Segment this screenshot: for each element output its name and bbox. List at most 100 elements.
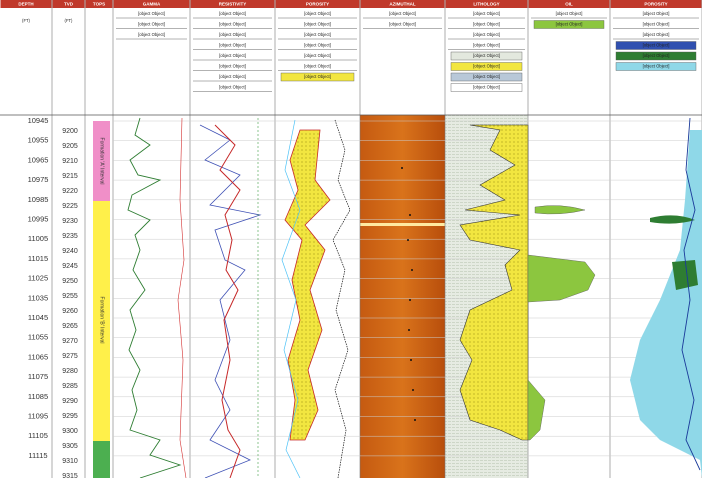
track-title: TVD bbox=[64, 2, 74, 7]
tvd-label: 9270 bbox=[62, 338, 78, 345]
track-header-bar bbox=[85, 0, 113, 8]
track-title: LITHOLOGY bbox=[473, 2, 499, 7]
neutron-curve bbox=[281, 119, 301, 478]
legend-swatch bbox=[450, 72, 523, 82]
tvd-label: 9305 bbox=[62, 443, 78, 450]
depth-label: 11055 bbox=[28, 333, 48, 342]
track-title: POROSITY bbox=[644, 2, 667, 7]
tvd-label: 9200 bbox=[62, 128, 78, 135]
tvd-label: 9235 bbox=[62, 233, 78, 240]
legend-entry: [object Object] bbox=[643, 43, 670, 48]
top-zone bbox=[93, 201, 110, 441]
tvd-label: 9220 bbox=[62, 188, 78, 195]
legend-entry: [object Object] bbox=[304, 74, 331, 79]
legend-entry: [object Object] bbox=[643, 11, 670, 16]
depth-label: 11045 bbox=[28, 313, 48, 322]
rop-curve bbox=[177, 117, 187, 478]
track-title: OIL bbox=[565, 2, 573, 7]
track-title: TOPS bbox=[93, 2, 105, 7]
density-curve bbox=[332, 119, 351, 478]
sand-fill bbox=[459, 124, 529, 441]
tvd-label: 9310 bbox=[62, 458, 78, 465]
track-header-bar bbox=[610, 0, 702, 8]
oil-fill bbox=[534, 205, 586, 215]
legend-entry: [object Object] bbox=[219, 32, 246, 37]
oil-fill bbox=[672, 260, 698, 290]
tvd-label: 9245 bbox=[62, 263, 78, 270]
depth-label: 10955 bbox=[28, 136, 49, 145]
legend-entry: [object Object] bbox=[219, 22, 246, 27]
legend-entry: [object Object] bbox=[304, 43, 331, 48]
top-label: Formation 'A' Interval bbox=[99, 138, 105, 185]
legend-entry: [object Object] bbox=[389, 11, 416, 16]
image-track bbox=[360, 115, 445, 478]
depth-label: 11065 bbox=[28, 352, 48, 361]
legend-entry: [object Object] bbox=[304, 64, 331, 69]
image-streak bbox=[360, 223, 445, 226]
resist-curve bbox=[199, 124, 262, 478]
legend-entry: [object Object] bbox=[473, 53, 500, 58]
oil-fill bbox=[527, 254, 596, 303]
legend-swatch bbox=[615, 51, 697, 61]
legend-entry: [object Object] bbox=[138, 22, 165, 27]
legend-entry: [object Object] bbox=[473, 64, 500, 69]
tvd-label: 9315 bbox=[62, 473, 78, 478]
legend-entry: [object Object] bbox=[643, 22, 670, 27]
track-header-bar bbox=[275, 0, 360, 8]
plot-bg bbox=[0, 115, 702, 478]
track-header-bar bbox=[360, 0, 445, 8]
legend-entry: [object Object] bbox=[304, 11, 331, 16]
tvd-label: 9225 bbox=[62, 203, 78, 210]
depth-label: 11005 bbox=[28, 234, 48, 243]
legend-entry: [object Object] bbox=[219, 53, 246, 58]
track-header-bar bbox=[445, 0, 528, 8]
tvd-label: 9205 bbox=[62, 143, 78, 150]
tvd-label: 9240 bbox=[62, 248, 78, 255]
phit-curve bbox=[681, 117, 701, 471]
tvd-label: 9210 bbox=[62, 158, 78, 165]
oil-fill bbox=[527, 379, 546, 441]
legend-entry: [object Object] bbox=[219, 74, 246, 79]
legend-entry: [object Object] bbox=[473, 22, 500, 27]
top-zone bbox=[93, 121, 110, 201]
track-header-bar bbox=[528, 0, 610, 8]
depth-label: 11075 bbox=[28, 372, 48, 381]
track-header-bar bbox=[113, 0, 190, 8]
depth-label: 11035 bbox=[28, 293, 48, 302]
track-header-bar bbox=[52, 0, 85, 8]
tvd-label: 9230 bbox=[62, 218, 78, 225]
track-header-bar bbox=[190, 0, 275, 8]
legend-entry: [object Object] bbox=[556, 11, 583, 16]
oil-fill bbox=[650, 215, 695, 224]
legend-swatch bbox=[280, 72, 355, 82]
legend-entry: [object Object] bbox=[473, 11, 500, 16]
depth-label: 11105 bbox=[28, 431, 48, 440]
legend-entry: [object Object] bbox=[389, 22, 416, 27]
tvd-label: 9250 bbox=[62, 278, 78, 285]
depth-label: 11085 bbox=[28, 392, 48, 401]
tvd-label: 9280 bbox=[62, 368, 78, 375]
tvd-label: 9260 bbox=[62, 308, 78, 315]
legend-entry: [object Object] bbox=[473, 74, 500, 79]
depth-label: 10985 bbox=[28, 195, 49, 204]
legend-entry: [object Object] bbox=[138, 32, 165, 37]
tvd-label: 9290 bbox=[62, 398, 78, 405]
legend-entry: [object Object] bbox=[304, 22, 331, 27]
gamma-curve bbox=[127, 117, 182, 478]
legend-entry: [object Object] bbox=[643, 53, 670, 58]
depth-label: 10965 bbox=[28, 155, 49, 164]
top-label: Formation 'B' Interval bbox=[99, 297, 105, 344]
tvd-label: 9215 bbox=[62, 173, 78, 180]
tvd-label: 9275 bbox=[62, 353, 78, 360]
legend-entry: [object Object] bbox=[138, 11, 165, 16]
tvd-label: 9295 bbox=[62, 413, 78, 420]
legend-swatch bbox=[615, 41, 697, 50]
track-title: GAMMA bbox=[143, 2, 161, 7]
legend-entry: [object Object] bbox=[219, 85, 246, 90]
legend-entry: [object Object] bbox=[219, 64, 246, 69]
depth-label: 11115 bbox=[28, 451, 47, 460]
track-unit: (FT) bbox=[22, 18, 31, 23]
legend-entry: [object Object] bbox=[304, 32, 331, 37]
depth-label: 10975 bbox=[28, 175, 49, 184]
